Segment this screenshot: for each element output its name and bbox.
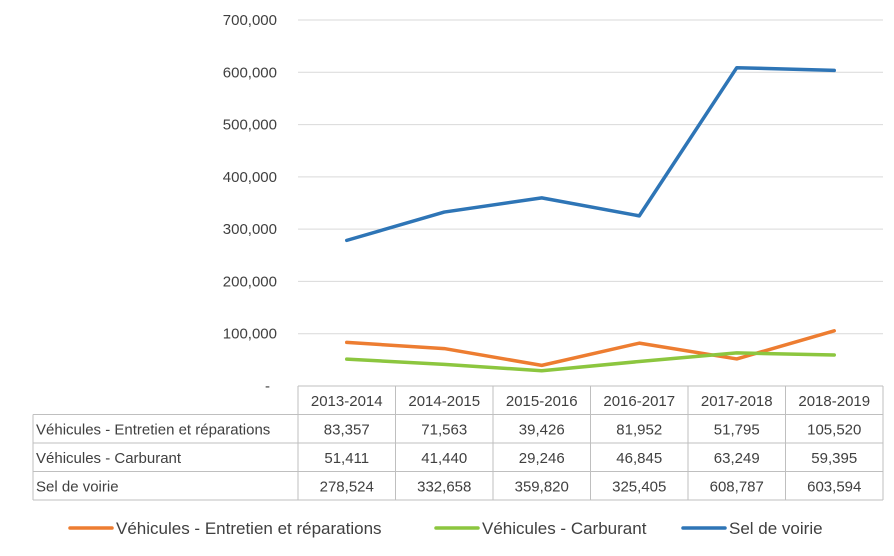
data-label: 63,249: [714, 450, 760, 467]
data-label: 105,520: [807, 422, 861, 439]
x-tick-label: 2013-2014: [311, 393, 383, 410]
y-tick-label: 600,000: [223, 64, 277, 81]
y-tick-label: 500,000: [223, 117, 277, 134]
data-label: 51,795: [714, 422, 760, 439]
x-tick-label: 2014-2015: [408, 393, 480, 410]
y-tick-label: -: [265, 378, 270, 395]
data-label: 332,658: [417, 479, 471, 496]
y-tick-label: 300,000: [223, 221, 277, 238]
data-label: 81,952: [616, 422, 662, 439]
x-tick-label: 2018-2019: [798, 393, 870, 410]
data-label: 359,820: [515, 479, 569, 496]
data-label: 325,405: [612, 479, 666, 496]
data-label: 83,357: [324, 422, 370, 439]
data-label: 46,845: [616, 450, 662, 467]
legend-label: Véhicules - Entretien et réparations: [116, 519, 382, 538]
x-tick-label: 2015-2016: [506, 393, 578, 410]
x-tick-label: 2017-2018: [701, 393, 773, 410]
y-tick-label: 700,000: [223, 12, 277, 29]
series-line: [345, 65, 836, 243]
data-label: 608,787: [710, 479, 764, 496]
table-row-label: Sel de voirie: [36, 479, 119, 496]
y-tick-label: 400,000: [223, 169, 277, 186]
data-label: 603,594: [807, 479, 861, 496]
data-label: 278,524: [320, 479, 374, 496]
data-label: 59,395: [811, 450, 857, 467]
legend-label: Sel de voirie: [729, 519, 823, 538]
x-tick-label: 2016-2017: [603, 393, 675, 410]
table-row-label: Véhicules - Carburant: [36, 450, 182, 467]
legend-label: Véhicules - Carburant: [482, 519, 647, 538]
data-label: 39,426: [519, 422, 565, 439]
data-label: 51,411: [324, 450, 369, 467]
data-label: 71,563: [421, 422, 467, 439]
y-tick-label: 200,000: [223, 273, 277, 290]
table-row-label: Véhicules - Entretien et réparations: [36, 422, 270, 439]
data-label: 29,246: [519, 450, 565, 467]
data-label: 41,440: [421, 450, 467, 467]
series-line: [345, 351, 836, 373]
y-tick-label: 100,000: [223, 326, 277, 343]
series-line: [345, 329, 836, 368]
